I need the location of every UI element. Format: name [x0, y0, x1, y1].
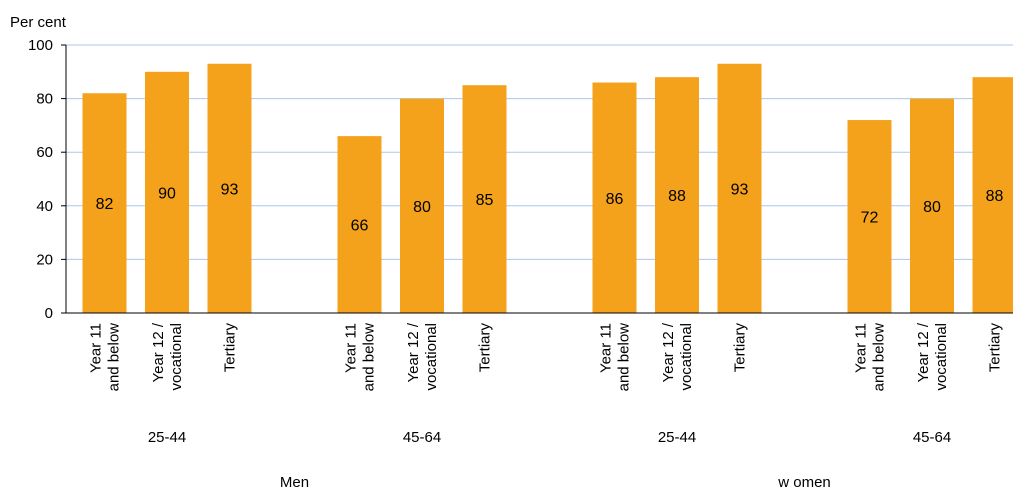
bar-value-label: 66 — [351, 218, 369, 235]
bar-value-label: 93 — [221, 181, 239, 198]
age-group-label: 25-44 — [658, 429, 696, 446]
x-category-label: Tertiary — [987, 323, 1004, 373]
x-category-label-line: Tertiary — [477, 323, 494, 373]
x-category-label-line: Year 11 — [598, 323, 615, 373]
bar — [462, 85, 507, 313]
bar — [655, 77, 699, 313]
x-category-label: Year 11 and below — [853, 323, 888, 392]
sex-group-label: w omen — [777, 474, 831, 491]
bar-value-label: 88 — [986, 188, 1004, 205]
bar-value-label: 86 — [606, 191, 624, 208]
age-group-labels: 25-44 45-64 25-44 45-64 — [148, 429, 951, 446]
bar — [207, 63, 252, 314]
bar — [82, 93, 127, 314]
bar-value-label: 93 — [731, 181, 749, 198]
x-category-label: Tertiary — [477, 323, 494, 373]
x-category-label: Tertiary — [222, 323, 239, 373]
x-category-label-line: Year 12 / — [150, 322, 167, 382]
bar — [337, 136, 382, 313]
x-category-label-line: Year 11 — [343, 323, 360, 373]
x-category-label-line: Year 12 / — [405, 322, 422, 382]
x-category-label: Year 11 and below — [343, 323, 378, 392]
x-category-label-line: and below — [616, 323, 633, 392]
x-category-label-line: vocational — [423, 323, 440, 391]
bar — [717, 63, 762, 314]
x-category-label-line: and below — [361, 323, 378, 392]
age-group-label: 45-64 — [913, 429, 951, 446]
bar-value-label: 90 — [158, 185, 176, 202]
x-category-labels: Year 11 and below Year 12 /vocational Terti… — [88, 322, 1004, 391]
sex-group-labels: Men w omen — [280, 474, 831, 491]
x-category-label: Tertiary — [732, 323, 749, 373]
x-category-label-line: Year 12 / — [915, 322, 932, 382]
bar — [592, 82, 637, 314]
y-tick-label: 40 — [36, 198, 53, 215]
x-category-label-line: vocational — [933, 323, 950, 391]
y-tick-labels: 0 20 40 60 80 100 — [28, 37, 53, 322]
bar — [400, 98, 444, 313]
x-category-label-line: and below — [106, 323, 123, 392]
x-category-label: Year 11 and below — [598, 323, 633, 392]
age-group-label: 45-64 — [403, 429, 441, 446]
x-category-label: Year 12 /vocational — [150, 322, 185, 390]
x-category-label-line: and below — [871, 323, 888, 392]
bar-value-label: 88 — [668, 188, 686, 205]
x-category-label: Year 12 /vocational — [660, 322, 695, 390]
bar-value-label: 80 — [413, 199, 431, 216]
x-category-label: Year 12 /vocational — [915, 322, 950, 390]
bar-value-label: 80 — [923, 199, 941, 216]
bar — [910, 98, 954, 313]
y-axis-title: Per cent — [10, 14, 67, 31]
bars — [82, 63, 1013, 314]
y-tick-label: 60 — [36, 144, 53, 161]
sex-group-label: Men — [280, 474, 309, 491]
x-category-label-line: vocational — [678, 323, 695, 391]
x-category-label-line: Tertiary — [987, 323, 1004, 373]
y-tick-label: 20 — [36, 251, 53, 268]
y-tick-label: 0 — [45, 305, 53, 322]
x-category-label: Year 12 /vocational — [405, 322, 440, 390]
bar — [972, 77, 1013, 313]
bar — [145, 71, 189, 313]
x-category-label-line: Year 11 — [88, 323, 105, 373]
x-category-label: Year 11 and below — [88, 323, 123, 392]
axes — [61, 44, 1013, 314]
x-category-label-line: vocational — [168, 323, 185, 391]
bar-value-label: 82 — [96, 196, 114, 213]
x-category-label-line: Year 11 — [853, 323, 870, 373]
x-category-label-line: Tertiary — [222, 323, 239, 373]
x-category-label-line: Tertiary — [732, 323, 749, 373]
bar-value-label: 72 — [861, 210, 879, 227]
y-tick-label: 100 — [28, 37, 53, 54]
bar — [847, 120, 892, 313]
age-group-label: 25-44 — [148, 429, 186, 446]
bar-value-labels: 82 90 93 66 80 85 86 88 93 72 80 88 — [96, 181, 1004, 234]
y-tick-label: 80 — [36, 91, 53, 108]
bar-value-label: 85 — [476, 192, 494, 209]
x-category-label-line: Year 12 / — [660, 322, 677, 382]
